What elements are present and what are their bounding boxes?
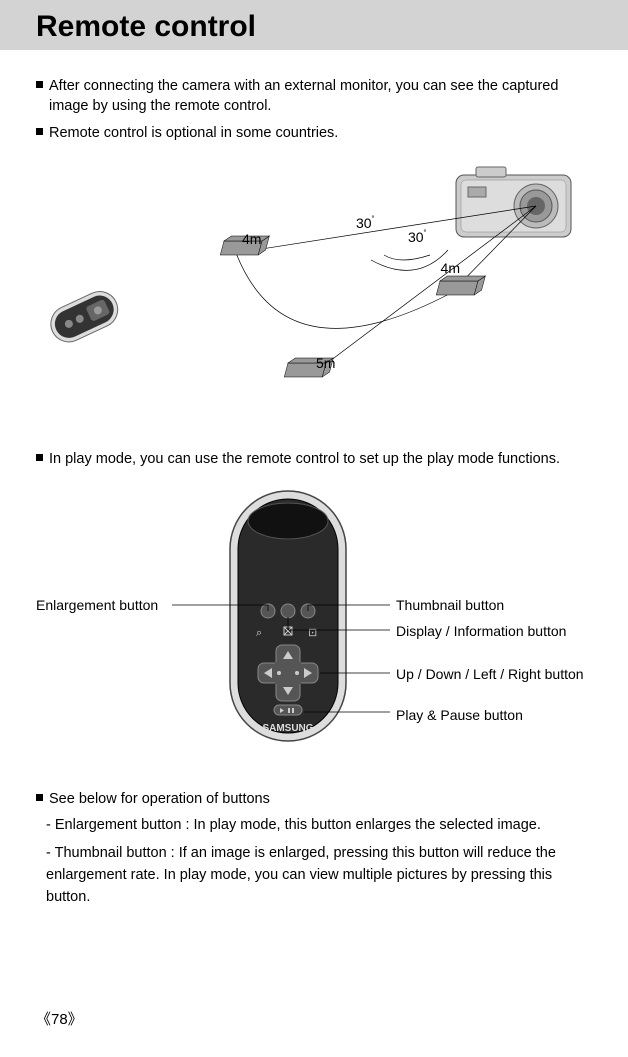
bullet-square-icon: [36, 454, 43, 461]
bullet-square-icon: [36, 81, 43, 88]
bullet-text: In play mode, you can use the remote con…: [49, 449, 560, 469]
distance-label-4m-right: 4m: [441, 260, 460, 276]
bullet-4: See below for operation of buttons: [36, 789, 592, 809]
bullet-text: Remote control is optional in some count…: [49, 123, 338, 143]
angle-label-30-left: 30˚: [356, 215, 375, 231]
remote-diagram: ⌕ ⊡ SAMSUNG: [36, 489, 592, 749]
callout-play: Play & Pause button: [396, 707, 523, 723]
description-enlargement: - Enlargement button : In play mode, thi…: [46, 815, 592, 837]
bullet-text: After connecting the camera with an exte…: [49, 76, 592, 117]
bullet-3: In play mode, you can use the remote con…: [36, 449, 592, 469]
bullet-square-icon: [36, 128, 43, 135]
distance-label-5m: 5m: [316, 355, 335, 371]
callout-updown: Up / Down / Left / Right button: [396, 666, 584, 682]
angle-label-30-right: 30˚: [408, 229, 427, 245]
callout-thumbnail: Thumbnail button: [396, 597, 504, 613]
range-diagram: 4m 30˚ 30˚ 4m 5m: [36, 155, 592, 405]
bullet-2: Remote control is optional in some count…: [36, 123, 592, 143]
distance-label-4m-left: 4m: [242, 231, 261, 247]
brand-label: SAMSUNG: [262, 723, 313, 734]
callout-display: Display / Information button: [396, 623, 566, 639]
bullet-square-icon: [36, 794, 43, 801]
callout-enlargement: Enlargement button: [36, 597, 158, 613]
remote-body-svg: ⌕ ⊡ SAMSUNG: [228, 489, 348, 749]
page-title: Remote control: [36, 10, 256, 44]
description-thumbnail: - Thumbnail button : If an image is enla…: [46, 843, 592, 908]
svg-text:⊡: ⊡: [308, 627, 317, 639]
bullet-text: See below for operation of buttons: [49, 789, 270, 809]
bullet-1: After connecting the camera with an exte…: [36, 76, 592, 117]
title-bar: Remote control: [0, 0, 628, 50]
content: After connecting the camera with an exte…: [36, 50, 592, 908]
page-number: 《78》: [36, 1008, 83, 1029]
svg-text:⌕: ⌕: [256, 627, 262, 639]
